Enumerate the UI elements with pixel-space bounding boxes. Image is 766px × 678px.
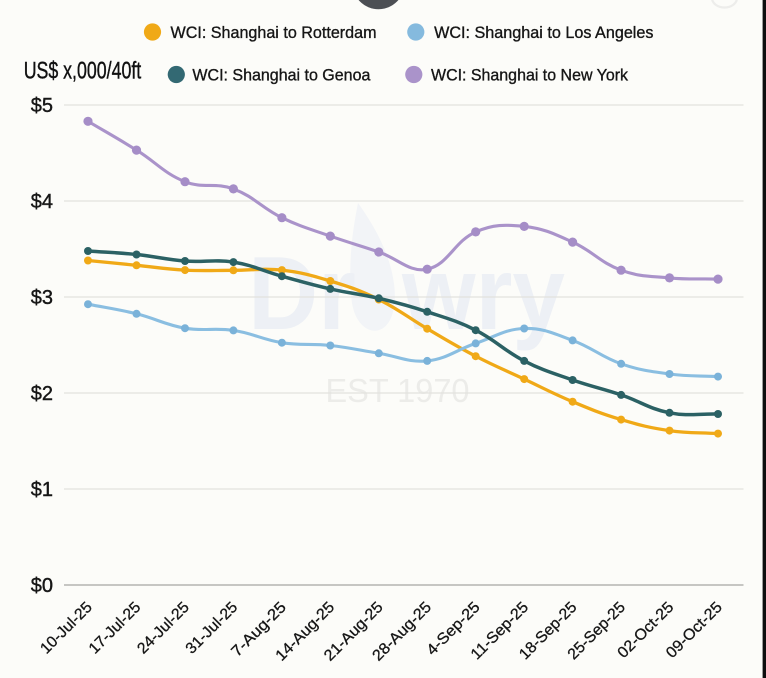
svg-text:WCI: Shanghai to Los Angeles: WCI: Shanghai to Los Angeles bbox=[434, 23, 653, 42]
svg-text:WCI: Shanghai to Rotterdam: WCI: Shanghai to Rotterdam bbox=[171, 23, 377, 42]
svg-text:$4: $4 bbox=[31, 191, 53, 213]
svg-text:$1: $1 bbox=[31, 479, 53, 501]
svg-text:WCI: Shanghai to New York: WCI: Shanghai to New York bbox=[431, 66, 628, 85]
svg-text:$2: $2 bbox=[31, 383, 53, 405]
svg-text:$5: $5 bbox=[31, 95, 53, 117]
svg-text:Dr: Dr bbox=[248, 236, 356, 352]
svg-text:WCI: Shanghai to Genoa: WCI: Shanghai to Genoa bbox=[192, 66, 370, 85]
svg-text:EST 1970: EST 1970 bbox=[326, 372, 470, 409]
svg-text:$0: $0 bbox=[31, 575, 53, 597]
svg-text:US$ x,000/40ft: US$ x,000/40ft bbox=[24, 58, 142, 85]
svg-text:$3: $3 bbox=[31, 287, 53, 309]
